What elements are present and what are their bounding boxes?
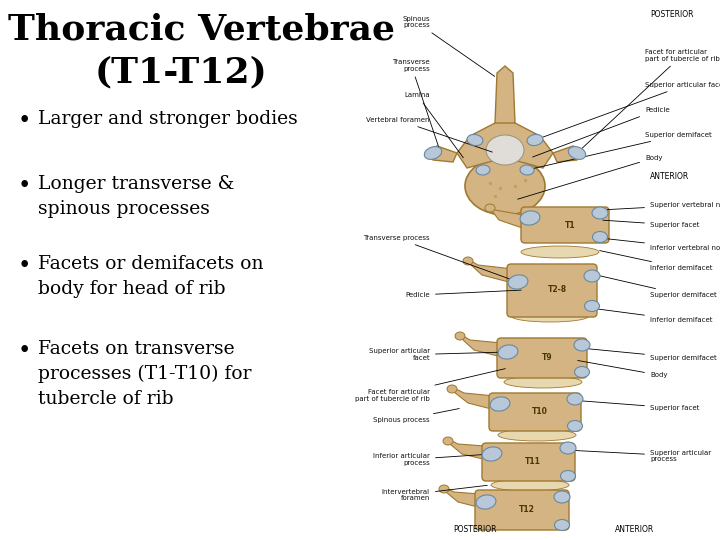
Ellipse shape <box>504 376 582 388</box>
Ellipse shape <box>508 275 528 289</box>
Text: POSTERIOR: POSTERIOR <box>454 525 497 534</box>
Ellipse shape <box>490 397 510 411</box>
Text: Transverse process: Transverse process <box>364 235 516 281</box>
Ellipse shape <box>439 485 449 493</box>
FancyBboxPatch shape <box>497 338 587 378</box>
Ellipse shape <box>467 134 483 146</box>
Polygon shape <box>427 146 457 162</box>
Text: Pedicle: Pedicle <box>533 107 670 157</box>
Polygon shape <box>495 66 515 123</box>
Text: Inferior demifacet: Inferior demifacet <box>600 251 713 271</box>
Ellipse shape <box>476 495 496 509</box>
Ellipse shape <box>520 211 540 225</box>
Polygon shape <box>446 438 500 463</box>
Text: Body: Body <box>518 155 662 199</box>
Text: •: • <box>18 175 32 197</box>
Ellipse shape <box>485 204 495 212</box>
Polygon shape <box>553 146 583 162</box>
Text: Larger and stronger bodies: Larger and stronger bodies <box>38 110 298 128</box>
Text: ANTERIOR: ANTERIOR <box>650 172 689 181</box>
Ellipse shape <box>567 393 583 405</box>
Ellipse shape <box>585 300 600 312</box>
Ellipse shape <box>574 339 590 351</box>
Text: Superior facet: Superior facet <box>573 400 699 411</box>
Text: T2-8: T2-8 <box>547 286 567 294</box>
Ellipse shape <box>482 447 502 461</box>
Ellipse shape <box>443 437 453 445</box>
Text: Inferior articular
process: Inferior articular process <box>373 454 489 467</box>
Polygon shape <box>488 205 537 233</box>
Polygon shape <box>466 258 524 286</box>
Ellipse shape <box>554 491 570 503</box>
Text: Facets or demifacets on
body for head of rib: Facets or demifacets on body for head of… <box>38 255 264 298</box>
Text: Vertebral foramen: Vertebral foramen <box>366 117 492 152</box>
Ellipse shape <box>568 146 585 159</box>
Ellipse shape <box>491 479 569 491</box>
Text: Superior articular facet: Superior articular facet <box>538 82 720 139</box>
Ellipse shape <box>476 165 490 175</box>
Ellipse shape <box>498 345 518 359</box>
Text: Superior demifacet: Superior demifacet <box>595 275 716 298</box>
Text: •: • <box>18 110 32 132</box>
Text: T12: T12 <box>519 505 535 515</box>
Ellipse shape <box>593 232 608 242</box>
Text: •: • <box>18 255 32 277</box>
Ellipse shape <box>560 470 575 482</box>
FancyBboxPatch shape <box>507 264 597 317</box>
Text: Superior facet: Superior facet <box>603 220 699 228</box>
Text: Pedicle: Pedicle <box>405 290 521 298</box>
Ellipse shape <box>424 146 441 159</box>
Ellipse shape <box>486 135 524 165</box>
Text: Transverse
process: Transverse process <box>392 58 439 149</box>
Polygon shape <box>442 486 494 511</box>
Text: Facet for articular
part of tubercle of rib: Facet for articular part of tubercle of … <box>355 369 505 402</box>
Ellipse shape <box>521 246 599 258</box>
Text: Spinous
process: Spinous process <box>402 16 495 77</box>
Text: T9: T9 <box>541 354 552 362</box>
Polygon shape <box>457 118 553 168</box>
Text: ANTERIOR: ANTERIOR <box>616 525 654 534</box>
Ellipse shape <box>447 385 457 393</box>
Ellipse shape <box>463 257 473 265</box>
Text: Facets on transverse
processes (T1-T10) for
tubercle of rib: Facets on transverse processes (T1-T10) … <box>38 340 251 408</box>
Text: Inferior demifacet: Inferior demifacet <box>593 308 713 323</box>
Ellipse shape <box>465 157 545 215</box>
Ellipse shape <box>511 310 589 322</box>
Text: Inferior vertebral notch: Inferior vertebral notch <box>603 238 720 251</box>
Polygon shape <box>450 386 507 413</box>
Text: POSTERIOR: POSTERIOR <box>650 10 693 19</box>
Ellipse shape <box>560 442 576 454</box>
FancyBboxPatch shape <box>482 443 575 481</box>
Text: T1: T1 <box>564 220 575 230</box>
Ellipse shape <box>498 429 576 441</box>
Text: Thoracic Vertebrae: Thoracic Vertebrae <box>8 12 395 46</box>
Text: Superior articular
process: Superior articular process <box>568 449 711 462</box>
Text: Superior articular
facet: Superior articular facet <box>369 348 505 361</box>
FancyBboxPatch shape <box>489 393 581 431</box>
Ellipse shape <box>554 519 570 530</box>
Text: T11: T11 <box>525 457 541 467</box>
Text: Spinous process: Spinous process <box>374 409 459 423</box>
Text: Intervertebral
foramen: Intervertebral foramen <box>382 485 487 502</box>
Text: •: • <box>18 340 32 362</box>
FancyBboxPatch shape <box>521 207 609 243</box>
Text: Longer transverse &
spinous processes: Longer transverse & spinous processes <box>38 175 235 218</box>
Text: Superior vertebral notch: Superior vertebral notch <box>603 202 720 210</box>
Ellipse shape <box>520 165 534 175</box>
Ellipse shape <box>567 421 582 431</box>
Text: Superior demifacet: Superior demifacet <box>530 132 712 170</box>
Text: Lamina: Lamina <box>405 92 464 158</box>
Ellipse shape <box>584 270 600 282</box>
Text: Facet for articular
part of tubercle of rib: Facet for articular part of tubercle of … <box>579 49 720 151</box>
Text: Body: Body <box>577 361 667 378</box>
Text: T10: T10 <box>532 408 548 416</box>
Polygon shape <box>458 333 514 360</box>
Ellipse shape <box>575 367 590 377</box>
FancyBboxPatch shape <box>475 490 569 530</box>
Text: Superior demifacet: Superior demifacet <box>582 348 716 361</box>
Text: (T1-T12): (T1-T12) <box>95 55 268 89</box>
Ellipse shape <box>455 332 465 340</box>
Ellipse shape <box>527 134 543 146</box>
Ellipse shape <box>592 207 608 219</box>
